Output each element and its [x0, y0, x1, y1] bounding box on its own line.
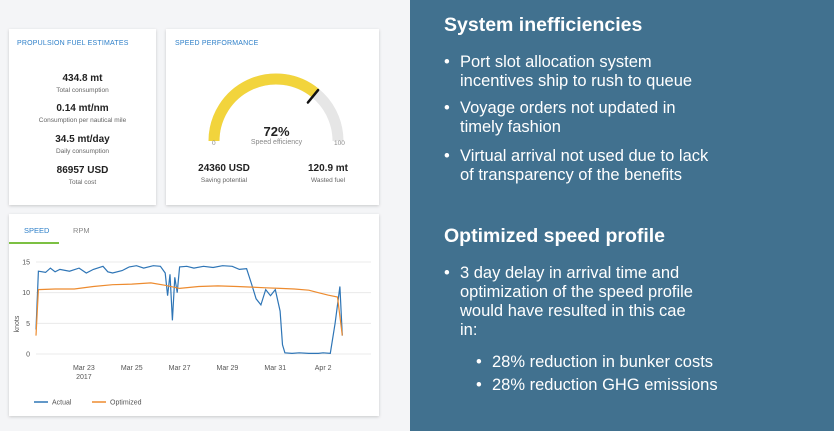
- y-tick-label: 0: [26, 352, 30, 359]
- tab-rpm[interactable]: RPM: [73, 226, 90, 235]
- speed-performance-card: SPEED PERFORMANCE 0 100 72% Speed effici…: [166, 29, 379, 205]
- bullet-icon: •: [444, 99, 450, 117]
- x-tick-label: Mar 29: [217, 365, 239, 372]
- y-tick-label: 5: [26, 321, 30, 328]
- optimized-speed-profile-heading: Optimized speed profile: [444, 225, 666, 247]
- total-consumption-label: Total consumption: [56, 87, 109, 94]
- bullet-line: would have resulted in this cae: [460, 302, 686, 320]
- speed-efficiency-label: Speed efficiency: [250, 139, 303, 146]
- sub-bullet-text: 28% reduction GHG emissions: [492, 376, 718, 394]
- speed-line-chart: knots 0 5 10 15 Mar 23 2017 Mar 25 Mar 27 Mar 29…: [14, 260, 371, 407]
- series-line-optimized: [35, 282, 343, 336]
- bullet-line: Voyage orders not updated in: [460, 99, 676, 117]
- speed-efficiency-gauge: [208, 73, 344, 142]
- wasted-fuel-label: Wasted fuel: [310, 177, 346, 184]
- bullet-line: in:: [460, 321, 478, 339]
- list-item: • 3 day delay in arrival time and optimiz…: [444, 264, 824, 340]
- x-tick-label: Mar 23: [73, 365, 95, 372]
- consumption-per-nm-label: Consumption per nautical mile: [38, 117, 127, 124]
- x-tick-label: Mar 25: [121, 365, 143, 372]
- total-cost-value: 86957 USD: [56, 165, 109, 176]
- x-tick-label: Mar 31: [264, 365, 286, 372]
- fuel-card-title: PROPULSION FUEL ESTIMATES: [17, 40, 129, 47]
- bullet-icon: •: [476, 353, 482, 371]
- legend-label: Optimized: [110, 400, 142, 407]
- gauge-min-label: 0: [212, 140, 216, 147]
- y-tick-label: 15: [22, 260, 30, 267]
- x-tick-label: Mar 27: [169, 365, 191, 372]
- bullet-icon: •: [476, 376, 482, 394]
- tab-speed-underline: [9, 242, 59, 244]
- x-tick-sublabel: 2017: [76, 374, 92, 381]
- fuel-estimates-card: PROPULSION FUEL ESTIMATES 434.8 mt Total…: [9, 29, 156, 205]
- sub-list-item: • 28% reduction in bunker costs: [476, 353, 796, 373]
- insights-panel: System inefficiencies • Port slot alloca…: [410, 0, 834, 431]
- speed-card-title: SPEED PERFORMANCE: [175, 40, 259, 47]
- bullet-line: Port slot allocation system: [460, 53, 652, 71]
- wasted-fuel-value: 120.9 mt: [307, 163, 349, 174]
- bullet-line: Virtual arrival not used due to lack: [460, 147, 709, 165]
- speed-efficiency-value: 72%: [263, 124, 290, 139]
- bullet-icon: •: [444, 264, 450, 282]
- bullet-line: timely fashion: [460, 118, 561, 136]
- bullet-line: 3 day delay in arrival time and: [460, 264, 680, 282]
- total-consumption-value: 434.8 mt: [62, 73, 103, 84]
- daily-consumption-value: 34.5 mt/day: [55, 134, 110, 145]
- saving-potential-value: 24360 USD: [198, 163, 250, 174]
- bullet-line: of transparency of the benefits: [460, 166, 682, 184]
- y-tick-label: 10: [22, 290, 30, 297]
- bullet-icon: •: [444, 147, 450, 165]
- list-item: • Virtual arrival not used due to lack of…: [444, 147, 824, 185]
- series-line-actual: [35, 265, 343, 355]
- legend-label: Actual: [52, 400, 72, 407]
- total-cost-label: Total cost: [68, 179, 97, 186]
- sub-bullet-text: 28% reduction in bunker costs: [492, 353, 714, 371]
- gauge-max-label: 100: [334, 140, 345, 147]
- gauge-fill: [208, 73, 319, 142]
- saving-potential-label: Saving potential: [200, 177, 248, 184]
- sub-list-item: • 28% reduction GHG emissions: [476, 376, 796, 396]
- list-item: • Port slot allocation system incentives …: [444, 53, 824, 91]
- x-tick-label: Apr 2: [315, 365, 332, 372]
- system-inefficiencies-heading: System inefficiencies: [444, 14, 643, 36]
- bullet-icon: •: [444, 53, 450, 71]
- bullet-line: optimization of the speed profile: [460, 283, 693, 301]
- tab-speed[interactable]: SPEED: [24, 226, 50, 235]
- bullet-line: incentives ship to rush to queue: [460, 72, 693, 90]
- gauge-needle: [306, 88, 320, 104]
- y-axis-label: knots: [14, 315, 21, 332]
- consumption-per-nm-value: 0.14 mt/nm: [56, 103, 109, 114]
- list-item: • Voyage orders not updated in timely fas…: [444, 99, 824, 137]
- speed-chart-card: SPEED RPM knots 0 5 10 15 Mar 23 2017 Mar 25 Ma…: [9, 214, 379, 416]
- daily-consumption-label: Daily consumption: [55, 148, 110, 155]
